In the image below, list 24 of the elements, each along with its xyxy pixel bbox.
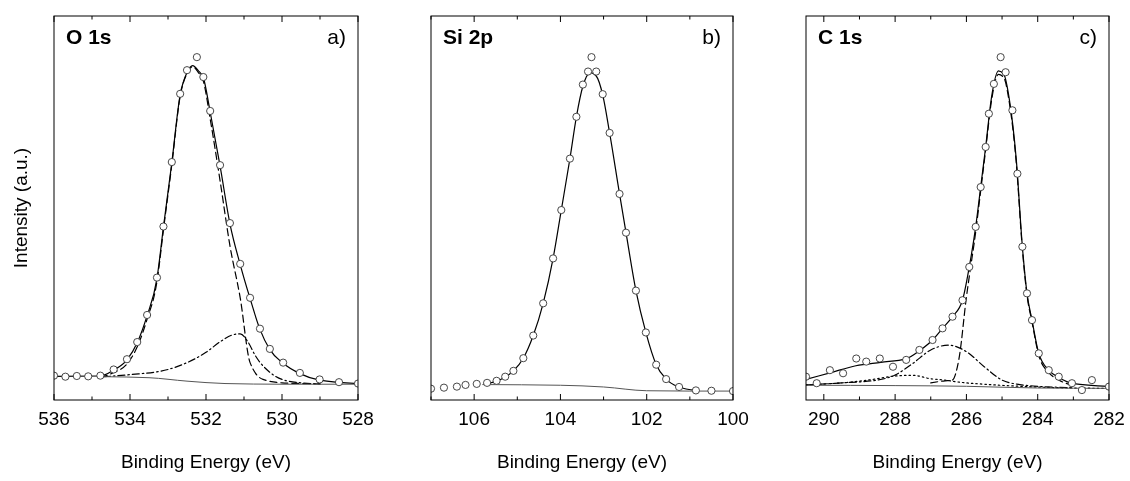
- x-tick-label: 284: [1021, 408, 1054, 429]
- x-tick-label: 282: [1093, 408, 1125, 429]
- x-axis-title: Binding Energy (eV): [120, 451, 292, 472]
- chart-title: Si 2p: [443, 25, 494, 48]
- x-tick-label: 102: [630, 408, 663, 429]
- x-tick-label: 528: [342, 408, 374, 429]
- x-axis-title: Binding Energy (eV): [496, 451, 668, 472]
- text: a): [327, 25, 346, 48]
- x-tick-label: 286: [950, 408, 983, 429]
- text: c): [1079, 25, 1097, 48]
- x-tick-label: 290: [807, 408, 840, 429]
- x-tick-label: 530: [266, 408, 298, 429]
- x-tick-label: 536: [38, 408, 70, 429]
- x-tick-label: 100: [717, 408, 749, 429]
- x-tick-label: 534: [114, 408, 147, 429]
- x-tick-label: 288: [879, 408, 911, 429]
- y-axis-title: Intensity (a.u.): [10, 147, 31, 269]
- chart-title: C 1s: [818, 25, 863, 48]
- chart-title: O 1s: [66, 25, 112, 48]
- text: b): [702, 25, 721, 48]
- x-tick-label: 104: [544, 408, 577, 429]
- x-tick-label: 532: [190, 408, 222, 429]
- x-tick-label: 106: [458, 408, 490, 429]
- x-axis-title: Binding Energy (eV): [872, 451, 1043, 472]
